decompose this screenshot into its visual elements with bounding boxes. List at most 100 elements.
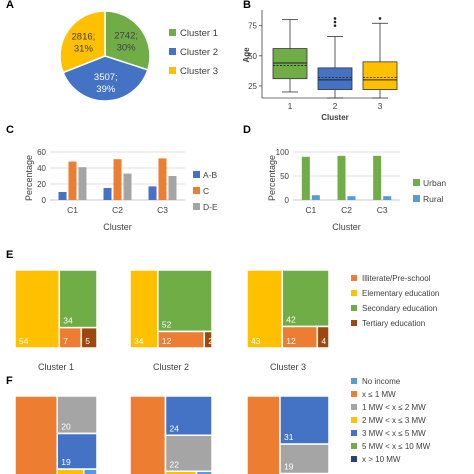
x-tick-label: C3: [377, 205, 388, 215]
y-axis-label: Age: [242, 47, 251, 63]
treemap-tile: [279, 395, 330, 445]
treemap-value: 2: [208, 336, 213, 346]
legend-label: 5 MW < x ≤ 10 MW: [362, 442, 431, 451]
y-tick-label: 0: [42, 196, 47, 205]
panel-label-c: C: [6, 124, 14, 136]
pie-slice: [59, 10, 106, 74]
box: [362, 61, 398, 90]
outlier-point: [333, 24, 337, 27]
legend-swatch: [169, 29, 176, 36]
treemap-tile: [203, 330, 213, 349]
pie-slice: [62, 55, 149, 102]
treemap-value: 12: [286, 336, 296, 346]
bar: [347, 196, 356, 200]
y-axis-label: Percentage: [24, 155, 34, 201]
legend-swatch: [351, 391, 357, 397]
panel-label-d: D: [243, 124, 251, 136]
treemap-e: 54 34 7 5 Cluster 1 34 52 12 2 Cluster 2 43 42 12 4 Cl…: [14, 269, 439, 372]
treemap-group-label: Cluster 1: [38, 362, 74, 372]
box: [317, 67, 353, 90]
treemap-value: 19: [61, 457, 71, 467]
x-axis-label: Cluster: [103, 222, 132, 232]
y-tick-label: 0: [285, 196, 290, 205]
treemap-value: 31: [284, 432, 294, 442]
bar: [58, 192, 67, 200]
legend-label: Cluster 3: [180, 66, 218, 77]
bar: [103, 188, 112, 200]
pie-slice-percent: 31%: [74, 43, 94, 54]
box: [272, 48, 308, 80]
x-tick-label: 3: [378, 101, 383, 111]
legend-label: x > 10 MW: [362, 455, 401, 464]
treemap-value: 4: [321, 336, 326, 346]
legend-swatch: [193, 171, 200, 178]
legend-swatch: [351, 378, 357, 384]
x-tick-label: C1: [67, 205, 78, 215]
y-axis-label: Percentage: [267, 155, 277, 201]
legend-label: 2 MW < x ≤ 3 MW: [362, 416, 426, 425]
legend-label: 3 MW < x ≤ 5 MW: [362, 429, 426, 438]
legend-label: A-B: [203, 170, 218, 180]
treemap-value: 20: [61, 422, 71, 432]
legend-label: 1 MW < x ≤ 2 MW: [362, 403, 426, 412]
bar-chart-c: 0 20 40 60 C1 C2 C3 Cluster Percentage A-B C D-E: [24, 148, 218, 232]
legend-swatch: [193, 203, 200, 210]
treemap-value: 12: [162, 336, 172, 346]
panel-label-b: B: [243, 0, 251, 11]
panel-label-f: F: [6, 375, 13, 387]
legend-label: Cluster 1: [180, 28, 218, 39]
y-tick-label: 100: [276, 148, 290, 157]
legend-label: No income: [362, 377, 401, 386]
bar: [373, 155, 382, 200]
pie-chart: 2742;30% 3507;39% 2816;31% Cluster 1 Cluster…: [59, 10, 218, 102]
bar: [158, 158, 167, 200]
treemap-value: 34: [134, 336, 144, 346]
treemap-value: 54: [19, 336, 29, 346]
legend-swatch: [351, 290, 357, 296]
outlier-point: [333, 17, 337, 20]
pie-slice-percent: 30%: [117, 43, 137, 54]
y-tick-label: 20: [37, 180, 46, 189]
pie-slice: [104, 10, 151, 71]
x-tick-label: C2: [341, 205, 352, 215]
legend-swatch: [413, 195, 420, 202]
treemap-tile: [14, 269, 61, 349]
legend-label: D-E: [203, 202, 218, 212]
x-axis-label: Cluster: [332, 222, 361, 232]
treemap-tile: [195, 470, 213, 474]
treemap-tile: [246, 269, 284, 349]
legend-label: Cluster 2: [180, 47, 218, 58]
bar-chart-d: 0 50 100 C1 C2 C3 Cluster Percentage Urban Rural: [267, 148, 446, 232]
x-tick-label: C2: [112, 205, 123, 215]
treemap-value: 43: [251, 336, 261, 346]
box-plot: 25 50 75 Age 1 2 3 Cluster: [242, 10, 398, 122]
pie-slice-label: 2816;: [72, 31, 96, 42]
treemap-tile: [316, 325, 330, 349]
legend-swatch: [351, 456, 357, 462]
treemap-value: 24: [170, 423, 180, 433]
legend-label: Secondary education: [362, 304, 437, 313]
bar: [383, 196, 392, 200]
legend-swatch: [351, 275, 357, 281]
y-tick-label: 50: [248, 52, 257, 61]
bar: [311, 195, 320, 200]
y-tick-label: 25: [248, 82, 257, 91]
legend-swatch: [169, 67, 176, 74]
treemap-tile: [14, 395, 58, 474]
bar: [113, 159, 122, 200]
bar: [301, 156, 310, 200]
treemap-tile: [56, 468, 85, 474]
treemap-value: 22: [170, 459, 180, 469]
legend-swatch: [351, 305, 357, 311]
legend-label: Rural: [423, 194, 443, 204]
bar: [123, 173, 132, 200]
bar: [337, 155, 346, 200]
legend-swatch: [351, 320, 357, 326]
treemap-tile: [157, 269, 213, 333]
bar: [168, 176, 177, 200]
treemap-tile: [82, 468, 98, 474]
legend-swatch: [193, 187, 200, 194]
y-tick-label: 60: [37, 148, 46, 157]
